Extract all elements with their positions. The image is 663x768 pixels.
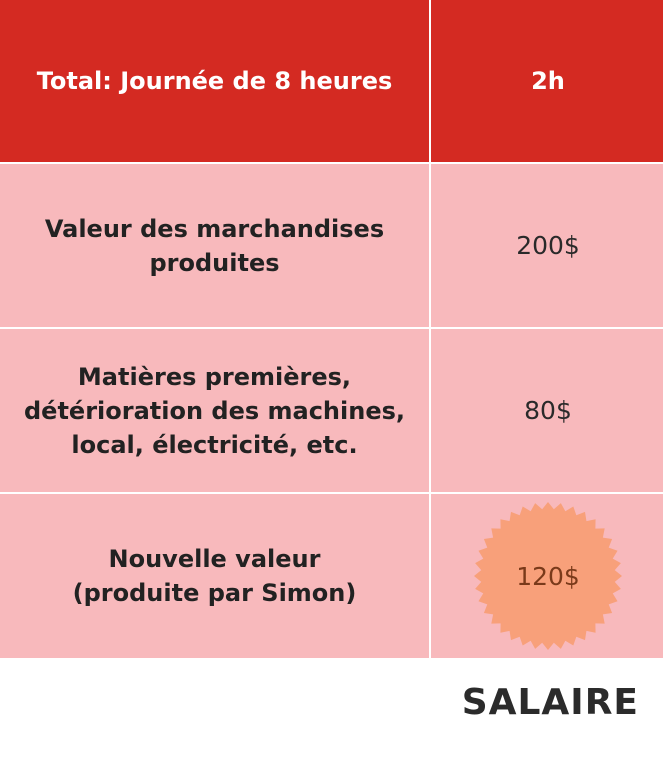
row-costs-value: 80$	[524, 396, 572, 425]
row-new-value: 120$	[516, 561, 580, 591]
row-goods-value-label: Valeur des marchandises produites	[44, 214, 385, 277]
row-new-value-label-cell: Nouvelle valeur (produite par Simon)	[0, 494, 429, 658]
row-goods-value-cell: 200$	[431, 164, 663, 327]
row-costs-label-cell: Matières premières, détérioration des ma…	[0, 329, 429, 492]
header-value-cell: 2h	[431, 0, 663, 162]
row-costs-value-cell: 80$	[431, 329, 663, 492]
row-goods-value-label-cell: Valeur des marchandises produites	[0, 164, 429, 327]
value-table: Total: Journée de 8 heures 2h Valeur des…	[0, 0, 663, 658]
row-goods-value: 200$	[516, 231, 580, 260]
header-label-cell: Total: Journée de 8 heures	[0, 0, 429, 162]
row-new-value-cell: 120$	[431, 494, 663, 658]
header-value: 2h	[531, 67, 565, 95]
row-new-value-label: Nouvelle valeur (produite par Simon)	[72, 545, 357, 607]
starburst-icon	[474, 502, 622, 650]
row-costs-label: Matières premières, détérioration des ma…	[23, 362, 406, 459]
starburst-shape	[474, 502, 622, 650]
salary-label: SALAIRE	[461, 682, 639, 723]
header-label: Total: Journée de 8 heures	[36, 67, 393, 95]
